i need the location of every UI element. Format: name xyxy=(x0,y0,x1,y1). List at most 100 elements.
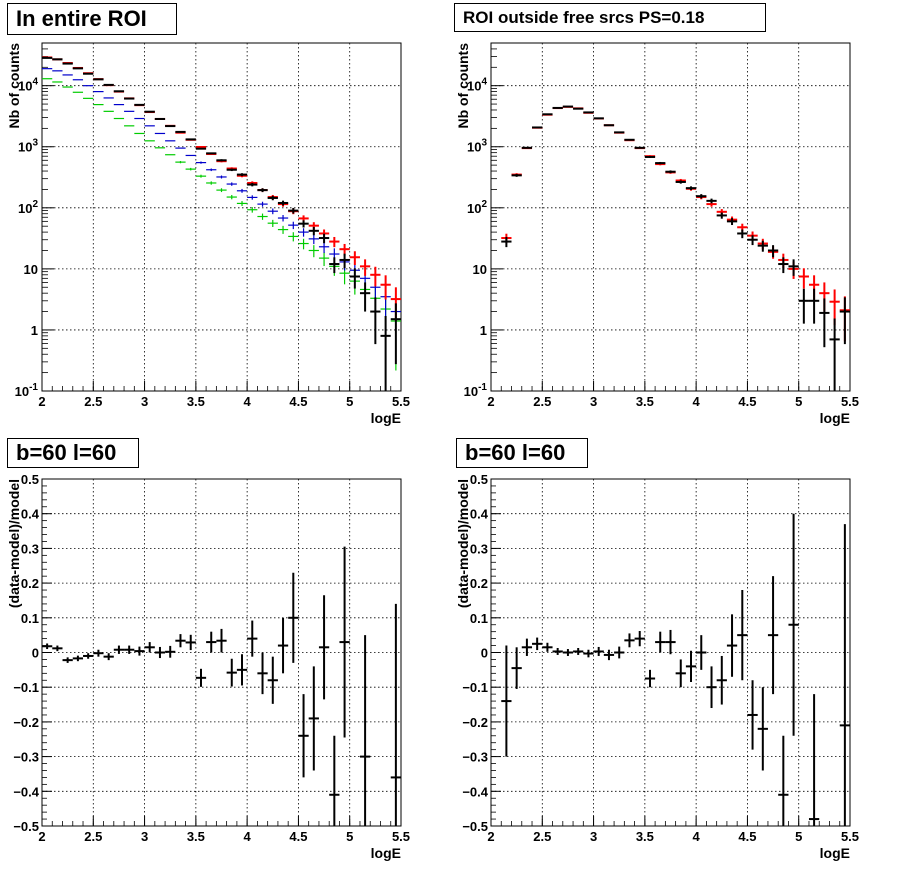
panel-title-bottom-left: b=60 l=60 xyxy=(7,438,139,468)
y-tick-exponent: -1 xyxy=(29,382,38,393)
x-tick-label: 2 xyxy=(487,394,494,409)
panel-title-top-right: ROI outside free srcs PS=0.18 xyxy=(454,3,766,32)
y-tick-exponent: 4 xyxy=(32,77,38,88)
y-tick-label: 0.3 xyxy=(21,541,39,556)
x-tick-label: 5 xyxy=(795,829,802,844)
x-tick-label: 3.5 xyxy=(187,829,205,844)
y-tick-label: 103 xyxy=(467,138,487,155)
y-tick-exponent: -1 xyxy=(478,382,487,393)
y-tick-exponent: 4 xyxy=(481,77,487,88)
y-tick-label: 0.1 xyxy=(470,611,488,626)
x-tick-label: 2 xyxy=(487,829,494,844)
x-tick-label: 4.5 xyxy=(289,829,307,844)
panel-title-bottom-right: b=60 l=60 xyxy=(456,438,588,468)
x-tick-label: 2.5 xyxy=(533,394,551,409)
y-tick-base: 10 xyxy=(467,140,481,155)
y-tick-label: −0.5 xyxy=(462,819,488,834)
y-tick-label: −0.3 xyxy=(462,750,488,765)
x-axis-label: logE xyxy=(820,410,850,426)
x-axis-label: logE xyxy=(820,845,850,861)
y-tick-base: 10 xyxy=(18,140,32,155)
y-tick-label: −0.3 xyxy=(13,750,39,765)
y-tick-label: −0.2 xyxy=(462,715,488,730)
y-tick-label: −0.1 xyxy=(13,680,39,695)
x-tick-label: 5 xyxy=(346,394,353,409)
y-tick-base: 10 xyxy=(467,79,481,94)
y-tick-label: −0.5 xyxy=(13,819,39,834)
x-axis-label: logE xyxy=(371,410,401,426)
y-tick-label: 0.3 xyxy=(470,541,488,556)
x-tick-label: 3 xyxy=(141,829,148,844)
pad-top-left: 2 2.5 3 3.5 4 4.5 5 5.5 10-1 1 10 102 103 104 logE Nb o… xyxy=(0,0,449,435)
x-tick-label: 5.5 xyxy=(392,829,410,844)
y-tick-base: 10 xyxy=(18,79,32,94)
x-tick-label: 2 xyxy=(38,829,45,844)
y-tick-label: 102 xyxy=(467,199,487,216)
x-tick-label: 5.5 xyxy=(392,394,410,409)
x-tick-label: 3 xyxy=(590,394,597,409)
x-tick-label: 2.5 xyxy=(533,829,551,844)
chart-bottom-right: 2 2.5 3 3.5 4 4.5 5 5.5 −0.5 −0.4 −0.3 −0.2 −0.1 0 0.1… xyxy=(455,472,859,861)
x-tick-label: 5 xyxy=(795,394,802,409)
plot-frame xyxy=(490,42,851,392)
y-tick-base: 10 xyxy=(15,384,29,399)
y-tick-exponent: 2 xyxy=(32,199,38,210)
y-axis-label: Nb of counts xyxy=(6,43,22,129)
y-tick-label: 10 xyxy=(24,262,38,277)
x-tick-label: 3 xyxy=(141,394,148,409)
chart-bottom-left: 2 2.5 3 3.5 4 4.5 5 5.5 −0.5 −0.4 −0.3 −0.2 −0.1 0 0.1… xyxy=(6,472,410,861)
y-tick-label: 0.4 xyxy=(470,507,489,522)
pad-bottom-left: 2 2.5 3 3.5 4 4.5 5 5.5 −0.5 −0.4 −0.3 −0.2 −0.1 0 0.1… xyxy=(0,435,449,871)
x-tick-label: 4.5 xyxy=(738,829,756,844)
y-tick-base: 10 xyxy=(464,384,478,399)
y-tick-base: 10 xyxy=(18,201,32,216)
y-tick-label: 10 xyxy=(473,262,487,277)
y-tick-label: −0.4 xyxy=(13,784,39,799)
x-tick-label: 4 xyxy=(693,829,701,844)
y-tick-label: 102 xyxy=(18,199,38,216)
y-tick-label: 0 xyxy=(481,646,488,661)
x-tick-label: 3.5 xyxy=(636,394,654,409)
x-tick-label: 2 xyxy=(38,394,45,409)
y-tick-label: −0.1 xyxy=(462,680,488,695)
y-axis-label: (data-model)/model xyxy=(455,479,471,608)
y-tick-label: 0.2 xyxy=(470,576,488,591)
x-tick-label: 5.5 xyxy=(841,829,859,844)
x-tick-label: 5.5 xyxy=(841,394,859,409)
y-tick-label: 0.1 xyxy=(21,611,39,626)
x-tick-label: 4 xyxy=(244,394,252,409)
y-tick-label: 103 xyxy=(18,138,38,155)
y-tick-label: −0.2 xyxy=(13,715,39,730)
y-axis-label: Nb of counts xyxy=(455,43,471,129)
x-tick-label: 3.5 xyxy=(636,829,654,844)
x-tick-label: 2.5 xyxy=(84,394,102,409)
y-tick-label: 0 xyxy=(32,646,39,661)
y-tick-label: 10-1 xyxy=(15,382,39,399)
y-tick-label: 0.5 xyxy=(470,472,488,487)
y-tick-exponent: 2 xyxy=(481,199,487,210)
plot-frame xyxy=(41,42,402,392)
panel-title-top-left: In entire ROI xyxy=(7,3,177,35)
pad-top-right: 2 2.5 3 3.5 4 4.5 5 5.5 10-1 1 10 102 103 104 logE Nb o… xyxy=(449,0,898,435)
x-tick-label: 3 xyxy=(590,829,597,844)
x-tick-label: 4 xyxy=(693,394,701,409)
y-tick-label: 1 xyxy=(31,323,38,338)
y-tick-exponent: 3 xyxy=(32,138,38,149)
x-tick-label: 5 xyxy=(346,829,353,844)
y-tick-label: 0.4 xyxy=(21,507,40,522)
x-axis-label: logE xyxy=(371,845,401,861)
y-tick-label: −0.4 xyxy=(462,784,488,799)
y-tick-label: 0.2 xyxy=(21,576,39,591)
pad-bottom-right: 2 2.5 3 3.5 4 4.5 5 5.5 −0.5 −0.4 −0.3 −0.2 −0.1 0 0.1… xyxy=(449,435,898,871)
y-tick-base: 10 xyxy=(467,201,481,216)
x-tick-label: 4.5 xyxy=(738,394,756,409)
y-tick-label: 0.5 xyxy=(21,472,39,487)
x-tick-label: 4 xyxy=(244,829,252,844)
x-tick-label: 4.5 xyxy=(289,394,307,409)
x-tick-label: 3.5 xyxy=(187,394,205,409)
y-tick-label: 104 xyxy=(18,77,38,94)
y-tick-label: 1 xyxy=(480,323,487,338)
y-tick-label: 104 xyxy=(467,77,487,94)
